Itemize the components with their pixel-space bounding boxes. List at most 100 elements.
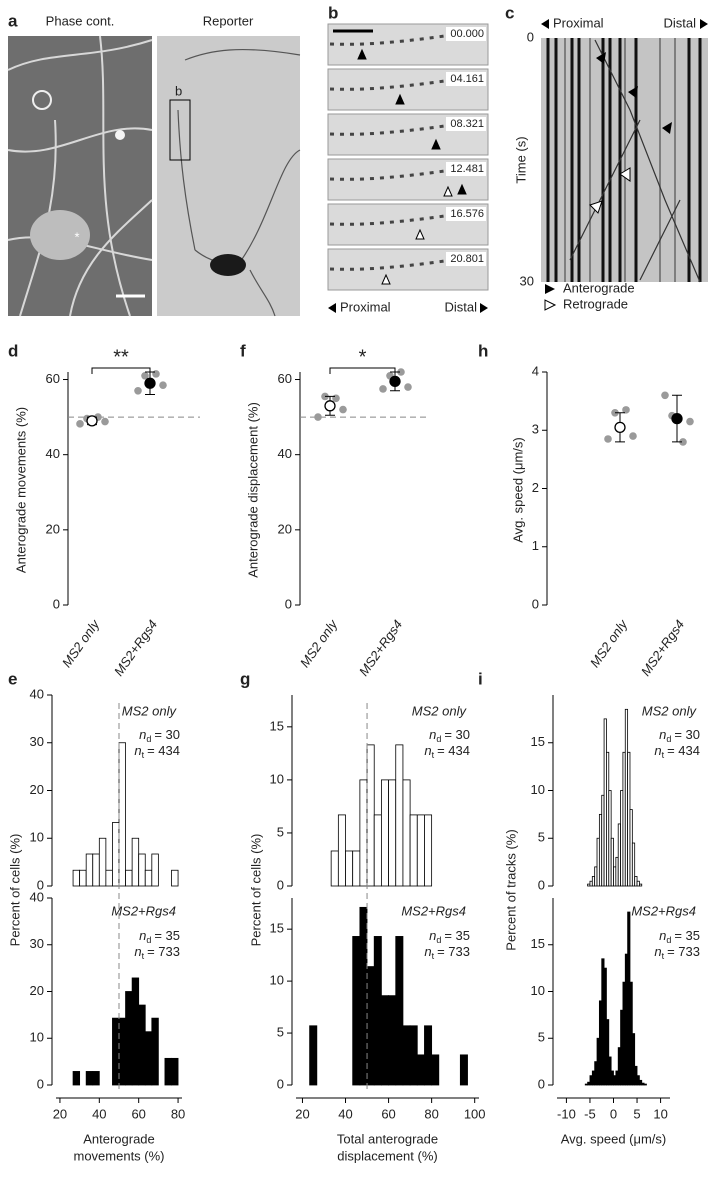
mean-marker <box>86 415 98 427</box>
y-tick-label: 0 <box>538 1076 545 1091</box>
histogram-bar <box>337 814 346 887</box>
panel-label: b <box>328 3 338 22</box>
y-tick-label: 0 <box>277 1076 284 1091</box>
y-tick-label: 0 <box>37 1076 44 1091</box>
histogram-bar <box>345 850 354 887</box>
histogram-bar <box>402 779 411 887</box>
histogram-bar <box>395 936 404 1086</box>
stat-text: = 434 <box>147 743 180 758</box>
histogram-bar <box>144 1031 153 1086</box>
histogram-bar <box>85 853 94 887</box>
stat-subscript: d <box>666 734 671 744</box>
stat-subscript: d <box>436 935 441 945</box>
direction-label: Proximal <box>553 15 604 30</box>
y-tick-label: 0 <box>37 877 44 892</box>
histogram-bar <box>92 1071 100 1086</box>
stat: nd = 30 <box>429 727 470 744</box>
arrow <box>700 19 708 29</box>
x-tick-label: 100 <box>464 1106 486 1121</box>
histogram-bar <box>631 1033 636 1086</box>
y-tick-label: 5 <box>538 830 545 845</box>
stat: nt = 733 <box>654 944 700 961</box>
legend-marker <box>545 284 555 294</box>
y-axis-label: Time (s) <box>513 136 528 183</box>
histogram-bar <box>79 869 87 887</box>
histogram-bar <box>112 822 120 887</box>
mean-marker <box>144 377 156 389</box>
timestamp-box <box>446 117 486 131</box>
y-tick-label: 0 <box>527 29 534 44</box>
x-tick-label: 10 <box>653 1106 667 1121</box>
y-tick-label: 15 <box>270 718 284 733</box>
data-point <box>339 405 347 414</box>
stat: nd = 35 <box>429 928 470 945</box>
y-tick-label: 10 <box>270 973 284 988</box>
x-tick-label: 60 <box>381 1106 395 1121</box>
histogram-bar <box>309 1025 318 1086</box>
data-point <box>101 417 109 426</box>
data-point <box>141 371 149 380</box>
x-axis-label: movements (%) <box>73 1148 164 1163</box>
y-tick-label: 40 <box>46 446 60 461</box>
y-tick-label: 60 <box>278 371 292 386</box>
x-tick-label: MS2 only <box>587 616 631 670</box>
stat-symbol: n <box>424 944 431 959</box>
y-tick-label: 20 <box>30 782 44 797</box>
histogram-bar <box>416 814 425 887</box>
legend-marker <box>544 299 557 311</box>
histogram-bar <box>395 744 404 887</box>
subplot-name: MS2 only <box>642 703 698 718</box>
stat-symbol: n <box>139 727 146 742</box>
panel-label: a <box>8 11 18 30</box>
x-tick-label: 0 <box>610 1106 617 1121</box>
timestamp: 08.321 <box>450 118 484 130</box>
y-tick-label: 20 <box>278 521 292 536</box>
subplot-name: MS2+Rgs4 <box>631 903 696 918</box>
stat-text: = 434 <box>437 743 470 758</box>
panel-label: e <box>8 669 17 688</box>
y-tick-label: 60 <box>46 371 60 386</box>
data-point <box>134 386 142 395</box>
histogram-bar <box>359 779 368 887</box>
y-tick-label: 10 <box>30 1030 44 1045</box>
panel-label: f <box>240 341 246 360</box>
stat-subscript: t <box>432 750 435 760</box>
panel-label: d <box>8 341 18 360</box>
arrowhead <box>415 228 425 240</box>
direction-label: Proximal <box>340 299 391 314</box>
stat: nt = 733 <box>424 944 470 961</box>
histogram-bar <box>373 814 382 887</box>
histogram-bar <box>138 853 146 887</box>
histogram-bar <box>402 1025 411 1086</box>
data-point <box>379 385 387 393</box>
arrow <box>480 303 488 313</box>
direction-label: Distal <box>444 299 477 314</box>
x-tick-label: 20 <box>53 1106 67 1121</box>
arrowhead <box>457 183 467 195</box>
histogram-bar <box>92 853 100 887</box>
x-tick-label: 80 <box>424 1106 438 1121</box>
histogram-bar <box>330 850 339 887</box>
x-axis-label: Anterograde <box>83 1131 155 1146</box>
y-axis-label: Percent of cells (%) <box>7 834 22 947</box>
y-tick-label: 2 <box>532 480 539 495</box>
stat: nd = 30 <box>659 727 700 744</box>
timestamp: 12.481 <box>450 163 484 175</box>
y-tick-label: 15 <box>531 936 545 951</box>
arrowhead <box>357 48 367 60</box>
data-point <box>404 383 412 391</box>
histogram-bar <box>352 850 361 887</box>
y-tick-label: 30 <box>30 936 44 951</box>
legend-label: Retrograde <box>563 296 628 311</box>
y-tick-label: 15 <box>531 734 545 749</box>
histogram-bar <box>610 837 614 887</box>
y-axis-label: Avg. speed (μm/s) <box>510 437 525 543</box>
mean-marker <box>389 375 401 388</box>
histogram-bar <box>381 995 389 1086</box>
histogram-bar <box>171 1057 179 1086</box>
y-tick-label: 20 <box>46 521 60 536</box>
histogram-bar <box>366 744 375 887</box>
histogram-bar <box>431 1054 440 1086</box>
x-tick-label: MS2 only <box>59 616 103 670</box>
significance: * <box>359 346 367 368</box>
